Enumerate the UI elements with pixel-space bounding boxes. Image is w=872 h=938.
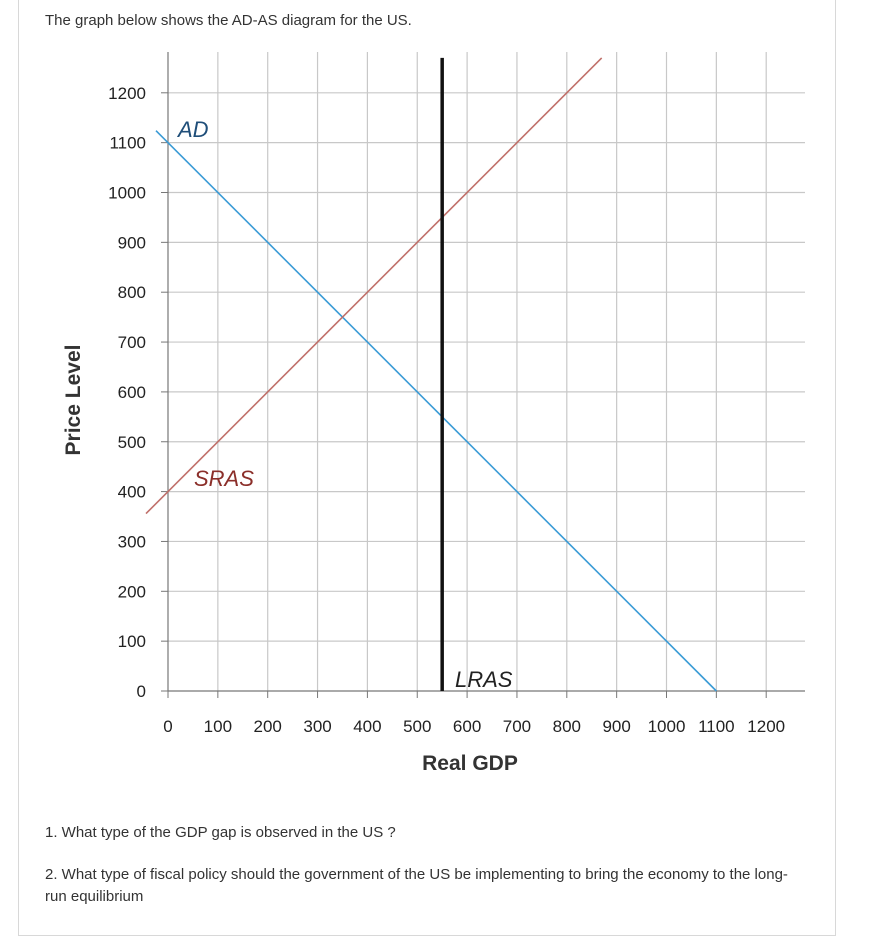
- y-tick-label: 500: [118, 433, 146, 452]
- y-axis-title: Price Level: [62, 345, 85, 456]
- x-tick-label: 1000: [648, 717, 686, 736]
- ticks: 0 100 200 300 400 500 600 700 800 900 1000 1100 1200…: [108, 84, 785, 736]
- labels: Real GDP Price Level AD SRAS LRAS: [62, 117, 518, 775]
- x-axis-title: Real GDP: [422, 752, 518, 775]
- y-tick-label: 0: [137, 682, 146, 701]
- x-tick-label: 1100: [698, 717, 735, 736]
- y-tick-label: 900: [118, 233, 146, 252]
- y-tick-label: 800: [118, 283, 146, 302]
- y-tick-label: 1100: [109, 134, 146, 153]
- series: [145, 57, 717, 692]
- y-tick-label: 1000: [108, 184, 146, 203]
- axes: [167, 52, 805, 692]
- y-tick-label: 1200: [108, 84, 146, 103]
- x-tick-label: 600: [453, 717, 481, 736]
- intro-text: The graph below shows the AD-AS diagram …: [45, 12, 412, 29]
- x-tick-label: 400: [353, 717, 381, 736]
- y-tick-label: 200: [118, 582, 146, 601]
- x-tick-label: 0: [163, 717, 172, 736]
- ad-label: AD: [176, 117, 209, 142]
- x-tick-label: 900: [602, 717, 630, 736]
- question-card: The graph below shows the AD-AS diagram …: [18, 0, 836, 936]
- question-2: 2. What type of fiscal policy should the…: [45, 866, 788, 905]
- y-tick-label: 400: [118, 483, 146, 502]
- question-1: 1. What type of the GDP gap is observed …: [45, 824, 396, 841]
- series-ad-line: [155, 130, 717, 692]
- x-tick-label: 100: [204, 717, 232, 736]
- x-tick-label: 500: [403, 717, 431, 736]
- y-tick-label: 700: [118, 333, 146, 352]
- x-tick-label: 800: [553, 717, 581, 736]
- y-tick-label: 600: [118, 383, 146, 402]
- x-tick-label: 300: [303, 717, 331, 736]
- y-tick-label: 100: [118, 632, 146, 651]
- x-tick-label: 1200: [747, 717, 785, 736]
- y-tick-label: 300: [118, 532, 146, 551]
- grid: [168, 52, 805, 691]
- lras-label: LRAS: [455, 667, 513, 692]
- series-sras-line: [145, 57, 603, 515]
- sras-label: SRAS: [194, 466, 254, 491]
- ad-as-chart: 0 100 200 300 400 500 600 700 800 900 1000 1100 1200…: [62, 52, 805, 775]
- x-tick-label: 700: [503, 717, 531, 736]
- x-tick-label: 200: [254, 717, 282, 736]
